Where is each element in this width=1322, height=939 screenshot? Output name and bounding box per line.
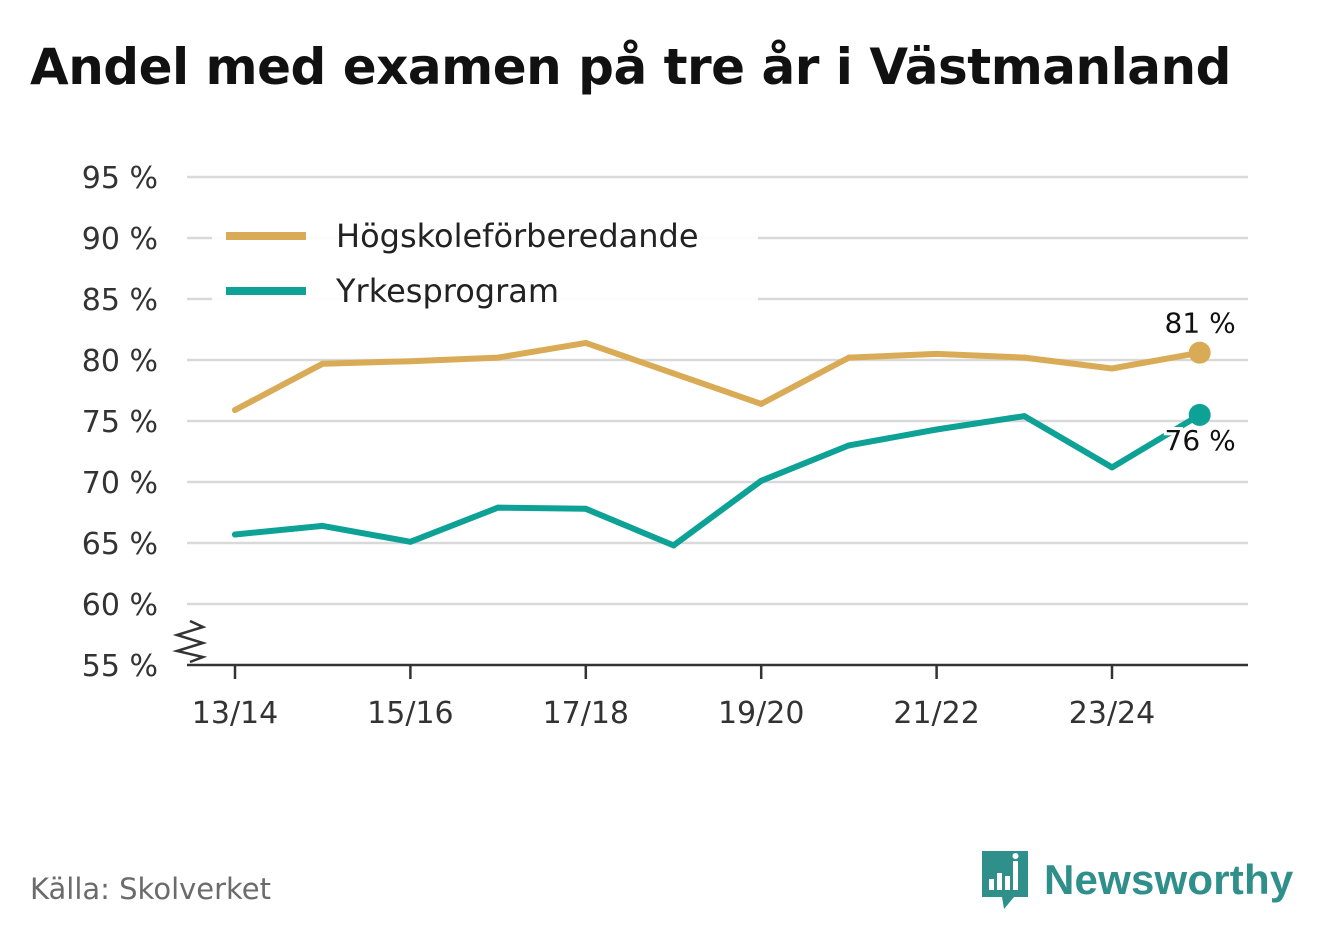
data-point <box>232 531 238 538</box>
newsworthy-logo-icon <box>982 851 1028 909</box>
series-end-point <box>1188 403 1211 426</box>
end-value-label: 81 % <box>1165 307 1236 340</box>
data-point <box>495 504 502 511</box>
y-axis-break-icon <box>172 619 208 664</box>
data-point <box>670 370 677 377</box>
y-axis: 55 % 60 % 65 % 70 % 75 % 80 % 85 % 90 % 95 % <box>82 161 208 684</box>
y-tick-label: 60 % <box>82 588 158 623</box>
x-tick-label: 21/22 <box>893 696 979 731</box>
end-labels: 81 % 76 % <box>1162 304 1239 460</box>
end-value-label: 76 % <box>1165 424 1236 457</box>
data-point <box>933 350 940 357</box>
data-point <box>758 477 765 484</box>
data-point <box>1109 464 1115 471</box>
x-tick-label: 17/18 <box>543 696 629 731</box>
x-tick-label: 23/24 <box>1069 696 1155 731</box>
chart-title: Andel med examen på tre år i Västmanland <box>30 38 1231 96</box>
x-axis: 13/14 15/16 17/18 19/20 21/22 23/24 <box>187 663 1248 731</box>
data-point <box>319 522 326 529</box>
x-tick-label: 15/16 <box>367 696 453 731</box>
y-tick-label: 75 % <box>82 405 158 440</box>
y-tick-label: 55 % <box>82 649 158 684</box>
data-point <box>582 505 589 512</box>
y-tick-label: 85 % <box>82 283 158 318</box>
series-line <box>232 411 1203 549</box>
series-end-point <box>1188 341 1211 364</box>
data-point <box>319 360 326 367</box>
data-point <box>845 354 852 361</box>
data-point <box>1021 413 1028 420</box>
data-point <box>845 442 852 449</box>
data-point <box>758 400 765 407</box>
data-point <box>232 407 238 414</box>
y-tick-label: 90 % <box>82 222 158 257</box>
data-point <box>407 538 414 545</box>
series-line <box>232 339 1203 413</box>
legend-label: Yrkesprogram <box>335 272 559 310</box>
data-point <box>495 354 502 361</box>
y-tick-label: 65 % <box>82 527 158 562</box>
series-lines <box>232 339 1211 549</box>
brand-logo[interactable]: Newsworthy <box>980 848 1293 912</box>
data-point <box>1021 354 1028 361</box>
x-tick-label: 13/14 <box>192 696 278 731</box>
x-tick-label: 19/20 <box>718 696 804 731</box>
data-point <box>582 339 589 346</box>
data-point <box>407 358 414 365</box>
y-tick-label: 70 % <box>82 466 158 501</box>
brand-name: Newsworthy <box>1044 856 1294 903</box>
legend-label: Högskoleförberedande <box>336 217 699 255</box>
data-point <box>1109 365 1115 372</box>
source-note: Källa: Skolverket <box>30 872 272 906</box>
y-tick-label: 80 % <box>82 344 158 379</box>
y-tick-label: 95 % <box>82 161 158 196</box>
data-point <box>670 542 677 549</box>
legend: Högskoleförberedande Yrkesprogram <box>212 200 758 310</box>
data-point <box>933 426 940 433</box>
